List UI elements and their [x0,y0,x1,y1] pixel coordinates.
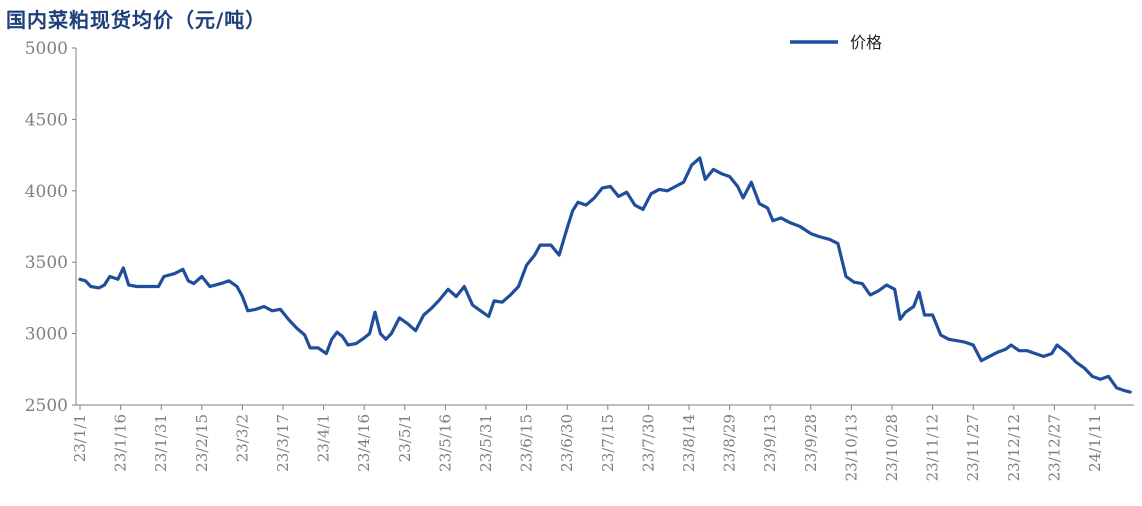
x-tick-label: 23/5/1 [396,414,414,462]
x-tick-label: 23/11/12 [924,414,942,481]
x-tick-label: 23/5/16 [436,414,454,472]
x-tick-label: 23/2/15 [193,414,211,472]
y-tick-label: 4000 [25,182,68,202]
x-tick-label: 24/1/11 [1086,414,1104,472]
x-tick-label: 23/10/28 [883,414,901,481]
x-tick-label: 23/5/31 [477,414,495,472]
x-tick-label: 23/4/1 [315,414,333,462]
x-tick-label: 23/10/13 [842,414,860,481]
y-tick-label: 3500 [25,253,68,273]
x-tick-label: 23/9/28 [802,414,820,472]
x-tick-label: 23/6/15 [518,414,536,472]
x-tick-label: 23/9/13 [761,414,779,472]
x-tick-label: 23/7/15 [599,414,617,472]
y-tick-label: 3000 [25,325,68,345]
x-tick-label: 23/6/30 [558,414,576,472]
x-tick-label: 23/3/2 [233,414,251,462]
x-tick-label: 23/3/17 [274,414,292,472]
legend: 价格 [790,33,882,52]
series-line-price [78,156,1132,394]
series-layer [78,156,1132,394]
x-tick-label: 23/8/14 [680,414,698,472]
x-axis: 23/1/1 23/1/16 23/1/31 23/2/15 23/3/2 23/3/17… [71,404,1134,481]
chart-title: 国内菜粕现货均价（元/吨） [6,8,267,32]
x-tick-label: 23/11/27 [964,414,982,481]
x-tick-label: 23/1/16 [112,414,130,472]
x-tick-label: 23/1/1 [71,414,89,462]
x-tick-label: 23/8/29 [721,414,739,472]
x-tick-label: 23/1/31 [152,414,170,472]
x-tick-label: 23/4/16 [355,414,373,472]
y-tick-label: 4500 [25,110,68,130]
y-tick-label: 2500 [25,396,68,416]
x-tick-label: 23/12/12 [1005,414,1023,481]
y-tick-label: 5000 [25,39,68,59]
legend-label: 价格 [850,33,882,52]
x-tick-label: 23/7/30 [639,414,657,472]
y-axis: 2500 3000 3500 4000 4500 5000 [25,39,77,416]
x-tick-label: 23/12/27 [1045,414,1063,481]
